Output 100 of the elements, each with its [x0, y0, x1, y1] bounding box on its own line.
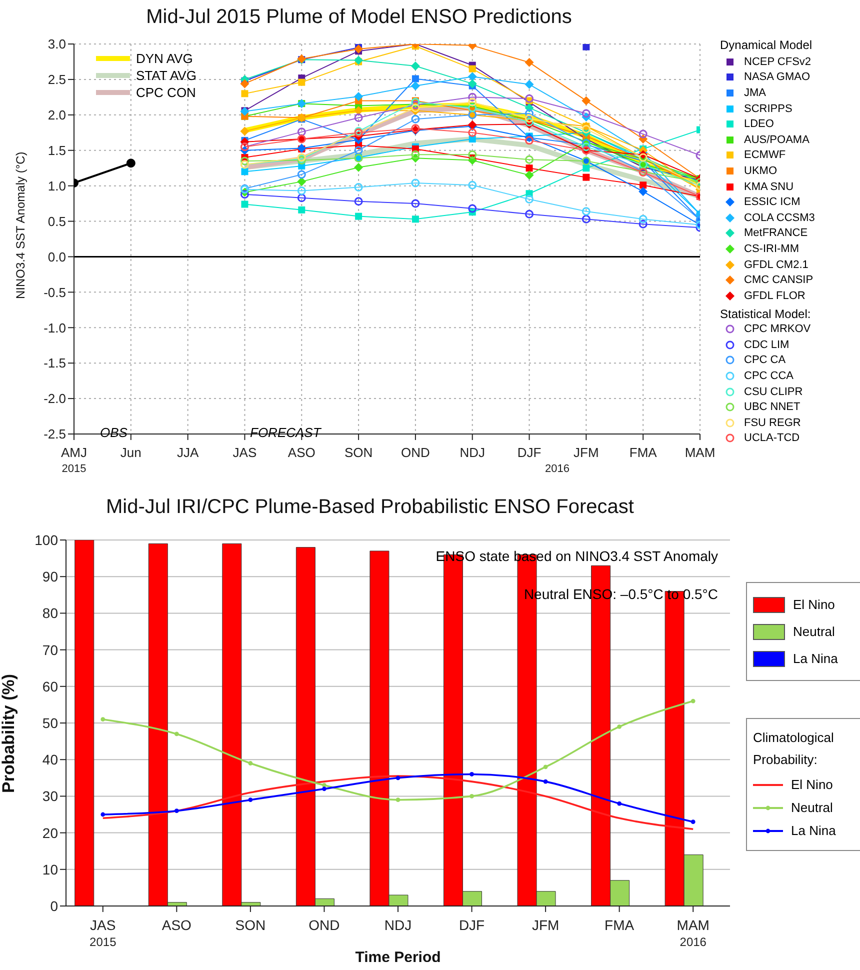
point [241, 200, 248, 208]
legend-label: ESSIC ICM [743, 195, 802, 210]
legend-label: CPC CON [135, 84, 196, 101]
legend-label: La Nina [790, 822, 837, 840]
chart-title: Mid-Jul 2015 Plume of Model ENSO Predictions [145, 6, 573, 29]
point [355, 212, 362, 220]
point [297, 194, 306, 202]
legend-label: CPC CCA [743, 369, 795, 384]
point [354, 106, 364, 116]
point [468, 79, 477, 88]
point [468, 150, 477, 159]
point [411, 114, 420, 124]
point [638, 130, 648, 138]
point [410, 81, 420, 90]
legend-label: STAT AVG [135, 67, 196, 84]
point [690, 820, 696, 824]
point [582, 174, 590, 181]
y-tick-label: 50 [42, 714, 58, 731]
point [241, 90, 248, 98]
x-tick-label: ASO [162, 917, 192, 933]
legend-label: Neutral [792, 623, 836, 641]
point [174, 808, 179, 814]
point [468, 92, 477, 102]
point [470, 794, 474, 798]
point [298, 206, 306, 214]
point [412, 216, 419, 223]
point [582, 96, 591, 106]
point [526, 164, 533, 172]
y-tick-label: 1.5 [48, 142, 66, 158]
text: 2015 [90, 935, 117, 949]
legend-label: CDC LIM [743, 338, 790, 353]
point [298, 78, 306, 86]
x-tick-label: JJA [176, 445, 199, 460]
y-axis-title: NINO3.4 SST Anomaly (°C) [13, 152, 28, 299]
legend-label: JMA [743, 86, 767, 101]
y-tick-label: -1.0 [44, 320, 66, 336]
point [354, 113, 363, 122]
point [248, 798, 253, 802]
point [468, 72, 477, 82]
legend-label: GFDL FLOR [743, 288, 806, 304]
point [410, 61, 420, 70]
point [354, 182, 363, 192]
y-tick-label: 30 [42, 788, 58, 804]
point [240, 190, 249, 199]
point [468, 204, 477, 213]
point [468, 128, 477, 137]
legend-label: UKMO [743, 164, 778, 179]
x-tick-label: SON [235, 917, 266, 933]
legend-label: CMC CANSIP [743, 273, 814, 288]
point [524, 170, 534, 180]
point [582, 214, 590, 224]
x-tick-label: AMJ [61, 445, 87, 460]
legend-label: UBC NNET [743, 400, 802, 416]
x-tick-label: JFM [532, 917, 560, 933]
point [354, 197, 363, 206]
x-tick-label: OND [308, 917, 340, 933]
x-tick-label: SON [344, 445, 373, 460]
text: 2016 [545, 463, 570, 475]
point [248, 761, 253, 766]
y-tick-label: 70 [42, 642, 58, 658]
point [525, 109, 534, 118]
point [396, 798, 400, 802]
y-tick-label: 40 [42, 752, 58, 768]
x-tick-label: FMA [629, 445, 658, 460]
point [525, 136, 534, 145]
point [411, 199, 420, 208]
point [582, 164, 590, 172]
y-tick-label: 3.0 [48, 36, 66, 52]
legend-label: GFDL CM2.1 [743, 258, 810, 272]
annotation: ENSO state based on NINO3.4 SST Anomaly [436, 548, 718, 564]
text: 2015 [62, 463, 86, 475]
point [470, 772, 474, 776]
point [354, 92, 364, 101]
x-tick-label: JAS [232, 445, 257, 460]
point [690, 698, 696, 704]
legend-title: Climatological Probability: [753, 729, 835, 769]
legend-label: UCLA-TCD [743, 431, 801, 446]
text: Statistical Model: [720, 306, 812, 320]
x-tick-label: JFM [574, 445, 599, 460]
point [582, 207, 590, 216]
legend-label: LDEO [743, 117, 775, 132]
point [582, 44, 590, 50]
legend-label: KMA SNU [743, 180, 795, 194]
point [354, 56, 364, 65]
legend-label: MetFRANCE [743, 226, 809, 242]
y-tick-label: 2.0 [48, 108, 66, 123]
legend-label: CPC CA [743, 353, 787, 368]
point [412, 75, 419, 82]
x-tick-label: JAS [90, 917, 116, 933]
point [241, 168, 248, 176]
legend-label: CPC MRKOV [743, 322, 812, 338]
point [240, 156, 249, 166]
point [297, 186, 306, 196]
y-tick-label: -2.0 [44, 391, 66, 406]
point [100, 812, 106, 817]
legend-label: FSU REGR [743, 416, 802, 431]
x-tick-label: MAM [684, 445, 716, 460]
point [525, 155, 534, 164]
legend-label: NCEP CFSv2 [743, 54, 812, 70]
point [468, 65, 476, 72]
